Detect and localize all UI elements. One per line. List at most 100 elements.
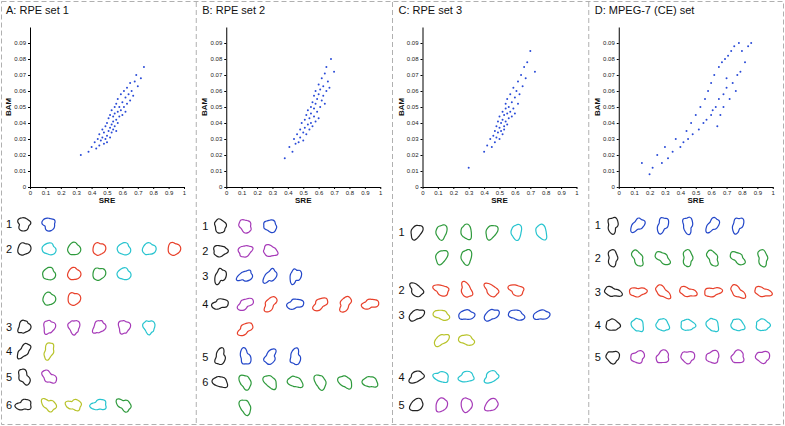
y-tick: 0.04 xyxy=(407,120,423,126)
point xyxy=(80,154,82,156)
shape-outline xyxy=(434,335,449,347)
shape-outline xyxy=(436,398,447,412)
point xyxy=(733,45,735,47)
point xyxy=(506,124,508,126)
x-tick-label: 0.6 xyxy=(315,190,324,196)
point xyxy=(111,132,113,134)
point xyxy=(310,106,312,108)
x-tick-mark xyxy=(138,187,139,189)
shape-outline xyxy=(732,218,743,234)
point xyxy=(702,122,704,124)
point xyxy=(509,111,511,113)
x-tick-mark xyxy=(438,187,439,189)
point xyxy=(692,133,694,135)
x-tick-label: 0.1 xyxy=(630,190,639,196)
y-tick: 0 xyxy=(611,184,618,190)
x-axis: 00.10.20.30.40.50.60.70.80.91 xyxy=(225,187,383,196)
point xyxy=(103,143,105,145)
point xyxy=(310,112,312,114)
x-tick-mark xyxy=(469,187,470,189)
point xyxy=(523,66,525,68)
shape-outline xyxy=(117,243,131,255)
shape-outline xyxy=(606,319,621,330)
point xyxy=(108,130,110,132)
panel: C: RPE set 300.10.20.30.40.50.60.70.80.9… xyxy=(397,4,580,413)
point xyxy=(500,130,502,132)
point xyxy=(117,122,119,124)
point xyxy=(315,90,317,92)
point xyxy=(104,138,106,140)
point xyxy=(109,136,111,138)
point xyxy=(313,95,315,97)
point xyxy=(729,98,731,100)
x-tick-label: 0.8 xyxy=(346,190,355,196)
x-tick: 0.1 xyxy=(434,187,443,196)
y-axis-line xyxy=(423,28,424,188)
y-tick-label: 0.07 xyxy=(603,72,615,78)
point xyxy=(109,127,111,129)
shape-outline xyxy=(90,399,106,409)
point xyxy=(682,141,684,143)
points xyxy=(284,58,335,159)
point xyxy=(517,103,519,105)
shape-outline xyxy=(458,371,474,382)
y-tick-mark xyxy=(224,59,226,60)
point xyxy=(506,112,508,114)
shape-outline xyxy=(68,293,81,306)
shape-outline xyxy=(93,243,106,256)
shape-outline xyxy=(361,299,378,309)
points xyxy=(80,66,145,156)
point xyxy=(529,50,531,52)
point xyxy=(94,141,96,143)
point xyxy=(111,109,113,111)
point xyxy=(137,85,139,87)
x-tick: 0.6 xyxy=(707,187,716,196)
shape-outline xyxy=(656,319,670,331)
x-tick-label: 0 xyxy=(618,190,622,196)
point xyxy=(302,132,304,134)
y-tick-mark xyxy=(28,91,30,92)
y-tick-label: 0.05 xyxy=(14,104,26,110)
point xyxy=(129,100,131,102)
y-tick: 0.06 xyxy=(211,88,227,94)
x-tick: 1 xyxy=(379,187,383,196)
group-label: 5 xyxy=(202,351,208,363)
x-axis-title: SRE xyxy=(688,196,705,205)
point xyxy=(118,116,120,118)
point xyxy=(117,98,119,100)
x-tick-mark xyxy=(365,187,366,189)
point xyxy=(726,77,728,79)
point xyxy=(686,130,688,132)
points xyxy=(468,50,536,169)
shape-outline xyxy=(608,217,618,234)
shape-outline xyxy=(461,224,471,240)
x-tick: 0 xyxy=(618,187,622,196)
y-tick-label: 0.05 xyxy=(603,104,615,110)
point xyxy=(695,114,697,116)
shape-outline xyxy=(42,243,56,255)
point xyxy=(497,120,499,122)
shape-outline xyxy=(239,375,251,390)
x-tick: 0.9 xyxy=(557,187,566,196)
point xyxy=(301,122,303,124)
shape-outline xyxy=(755,351,769,363)
point xyxy=(95,148,97,150)
shape-outline xyxy=(433,372,448,383)
x-tick-mark xyxy=(45,187,46,189)
shape-outline xyxy=(264,245,279,257)
point xyxy=(308,117,310,119)
point xyxy=(489,138,491,140)
x-tick-mark xyxy=(92,187,93,189)
group-label: 5 xyxy=(6,371,12,383)
x-axis: 00.10.20.30.40.50.60.70.80.91 xyxy=(29,187,187,196)
x-tick-mark xyxy=(349,187,350,189)
y-tick-label: 0.07 xyxy=(211,72,223,78)
y-tick: 0.09 xyxy=(14,40,30,46)
point xyxy=(641,162,643,164)
point xyxy=(121,101,123,103)
point xyxy=(664,146,666,148)
point xyxy=(499,116,501,118)
x-tick-label: 0.7 xyxy=(527,190,536,196)
y-tick: 0.01 xyxy=(407,168,423,174)
point xyxy=(108,117,110,119)
